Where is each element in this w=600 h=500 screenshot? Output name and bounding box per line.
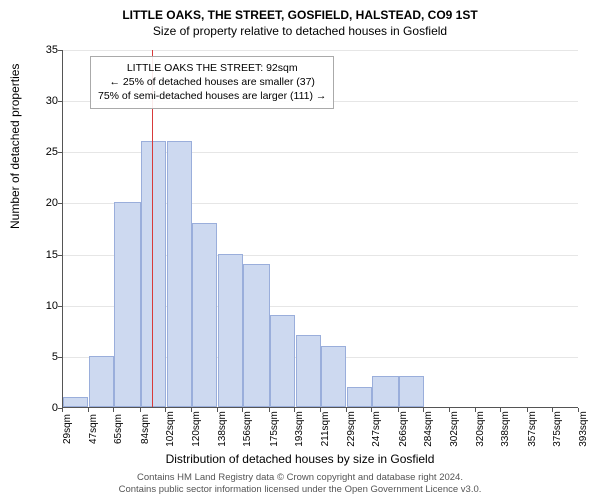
xtick-label: 138sqm bbox=[217, 409, 228, 449]
footer-attribution: Contains HM Land Registry data © Crown c… bbox=[0, 472, 600, 496]
ytick-label: 0 bbox=[28, 402, 58, 414]
xtick-label: 266sqm bbox=[398, 409, 409, 449]
xtick-label: 393sqm bbox=[578, 409, 589, 449]
histogram-bar bbox=[218, 254, 243, 407]
xtick-label: 193sqm bbox=[294, 409, 305, 449]
xtick-label: 357sqm bbox=[527, 409, 538, 449]
xtick-label: 284sqm bbox=[423, 409, 434, 449]
histogram-bar bbox=[372, 376, 398, 407]
xtick-label: 247sqm bbox=[371, 409, 382, 449]
ytick-mark bbox=[58, 357, 62, 358]
xtick-label: 102sqm bbox=[165, 409, 176, 449]
ytick-label: 25 bbox=[28, 146, 58, 158]
histogram-bar bbox=[399, 376, 424, 407]
histogram-bar bbox=[167, 141, 192, 407]
ytick-mark bbox=[58, 255, 62, 256]
ytick-mark bbox=[58, 203, 62, 204]
ytick-label: 15 bbox=[28, 249, 58, 261]
xtick-label: 302sqm bbox=[449, 409, 460, 449]
x-axis-label: Distribution of detached houses by size … bbox=[0, 452, 600, 466]
histogram-bar bbox=[192, 223, 217, 407]
ytick-label: 5 bbox=[28, 351, 58, 363]
xtick-label: 375sqm bbox=[552, 409, 563, 449]
xtick-label: 84sqm bbox=[140, 409, 151, 449]
footer-line1: Contains HM Land Registry data © Crown c… bbox=[0, 472, 600, 484]
legend-line3: 75% of semi-detached houses are larger (… bbox=[98, 89, 326, 103]
y-axis-label: Number of detached properties bbox=[8, 64, 22, 229]
legend-line1: LITTLE OAKS THE STREET: 92sqm bbox=[98, 61, 326, 75]
xtick-label: 338sqm bbox=[500, 409, 511, 449]
xtick-label: 229sqm bbox=[346, 409, 357, 449]
ytick-label: 35 bbox=[28, 44, 58, 56]
xtick-label: 47sqm bbox=[88, 409, 99, 449]
histogram-bar bbox=[243, 264, 269, 407]
histogram-bar bbox=[347, 387, 372, 407]
histogram-bar bbox=[141, 141, 166, 407]
xtick-label: 65sqm bbox=[113, 409, 124, 449]
footer-line2: Contains public sector information licen… bbox=[0, 484, 600, 496]
xtick-label: 120sqm bbox=[191, 409, 202, 449]
legend-line2: ← 25% of detached houses are smaller (37… bbox=[98, 75, 326, 89]
ytick-mark bbox=[58, 50, 62, 51]
legend-box: LITTLE OAKS THE STREET: 92sqm← 25% of de… bbox=[90, 56, 334, 109]
ytick-label: 10 bbox=[28, 300, 58, 312]
title-line1: LITTLE OAKS, THE STREET, GOSFIELD, HALST… bbox=[0, 8, 600, 22]
histogram-bar bbox=[321, 346, 346, 407]
histogram-bar bbox=[63, 397, 88, 407]
title-line2: Size of property relative to detached ho… bbox=[0, 24, 600, 38]
gridline bbox=[63, 50, 578, 51]
figure: LITTLE OAKS, THE STREET, GOSFIELD, HALST… bbox=[0, 0, 600, 500]
ytick-label: 30 bbox=[28, 95, 58, 107]
xtick-label: 211sqm bbox=[320, 409, 331, 449]
histogram-bar bbox=[114, 202, 140, 407]
ytick-mark bbox=[58, 306, 62, 307]
ytick-mark bbox=[58, 101, 62, 102]
ytick-mark bbox=[58, 152, 62, 153]
xtick-label: 175sqm bbox=[269, 409, 280, 449]
xtick-label: 320sqm bbox=[475, 409, 486, 449]
xtick-label: 156sqm bbox=[242, 409, 253, 449]
xtick-label: 29sqm bbox=[62, 409, 73, 449]
histogram-bar bbox=[89, 356, 114, 407]
ytick-label: 20 bbox=[28, 197, 58, 209]
histogram-bar bbox=[270, 315, 295, 407]
histogram-bar bbox=[296, 335, 321, 407]
